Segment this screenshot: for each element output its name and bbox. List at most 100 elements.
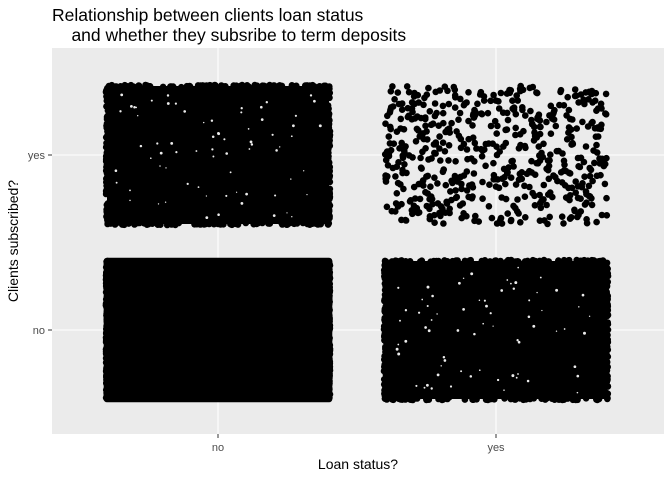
data-point	[500, 338, 508, 346]
data-point	[588, 201, 596, 209]
data-point	[325, 113, 332, 120]
data-point	[129, 125, 136, 132]
group-x-yes-y-yes	[381, 82, 611, 228]
data-point	[530, 391, 538, 399]
data-point	[510, 104, 518, 111]
data-point	[104, 112, 111, 120]
data-gap	[217, 132, 220, 135]
data-point	[439, 285, 447, 293]
data-point	[309, 220, 316, 227]
data-point	[585, 192, 593, 200]
data-point	[559, 308, 567, 316]
data-point	[382, 384, 390, 391]
data-gap	[259, 105, 263, 109]
data-point	[433, 109, 440, 117]
data-point	[425, 84, 432, 92]
data-point	[603, 344, 610, 351]
data-point	[472, 325, 480, 333]
data-point	[468, 181, 476, 188]
data-point	[388, 258, 396, 265]
data-point	[412, 138, 420, 145]
data-point	[473, 145, 480, 152]
data-point	[102, 367, 110, 375]
data-gap	[462, 308, 465, 311]
data-point	[451, 172, 459, 180]
data-point	[463, 99, 470, 106]
data-point	[582, 395, 590, 402]
data-point	[486, 258, 494, 265]
data-point	[324, 220, 332, 228]
data-gap	[265, 101, 268, 104]
data-point	[392, 173, 399, 180]
data-point	[445, 142, 453, 149]
data-point	[391, 96, 398, 103]
data-point	[401, 315, 409, 322]
data-point	[566, 170, 574, 177]
data-point	[326, 345, 334, 353]
data-point	[299, 219, 307, 227]
data-point	[241, 85, 248, 92]
data-point	[387, 125, 395, 133]
data-point	[531, 328, 539, 335]
data-gap	[415, 384, 418, 387]
data-point	[394, 260, 402, 267]
data-gap	[195, 150, 198, 152]
data-point	[455, 362, 463, 370]
data-point	[465, 117, 472, 125]
data-point	[550, 172, 557, 179]
data-point	[585, 182, 593, 190]
data-point	[454, 178, 461, 185]
data-point	[380, 376, 388, 383]
data-point	[534, 370, 541, 378]
data-point	[398, 106, 406, 113]
data-point	[150, 144, 157, 151]
data-point	[480, 359, 487, 367]
data-point	[604, 319, 611, 326]
data-point	[280, 192, 287, 200]
data-gap	[175, 151, 178, 154]
data-point	[549, 110, 557, 118]
data-point	[225, 136, 233, 143]
data-point	[419, 130, 427, 137]
data-point	[102, 272, 110, 279]
data-point	[439, 109, 447, 117]
data-point	[524, 308, 532, 316]
data-point	[544, 157, 552, 164]
data-point	[526, 183, 533, 191]
data-point	[303, 146, 311, 153]
data-gap	[159, 151, 163, 155]
data-point	[243, 136, 251, 144]
data-point	[508, 158, 515, 165]
data-point	[513, 92, 520, 99]
data-point	[595, 395, 603, 403]
data-gap	[430, 387, 433, 390]
data-point	[417, 164, 425, 171]
data-gap	[478, 369, 481, 372]
data-gap	[527, 315, 531, 319]
data-point	[507, 174, 515, 181]
data-point	[388, 329, 396, 337]
data-gap	[225, 194, 228, 197]
data-point	[553, 279, 561, 287]
data-point	[260, 121, 268, 129]
data-point	[502, 260, 510, 267]
data-gap	[489, 312, 492, 315]
data-point	[287, 207, 294, 215]
data-point	[538, 149, 545, 157]
data-point	[398, 216, 405, 224]
data-gap	[186, 182, 189, 186]
data-point	[286, 98, 293, 106]
data-point	[203, 205, 210, 212]
data-point	[439, 205, 446, 212]
data-point	[428, 283, 436, 291]
data-point	[310, 123, 318, 130]
data-point	[137, 181, 144, 189]
data-point	[474, 100, 481, 108]
data-gap	[275, 149, 278, 152]
data-point	[265, 220, 272, 227]
data-point	[603, 212, 611, 219]
data-gap	[458, 281, 461, 285]
data-point	[448, 376, 455, 383]
data-point	[544, 258, 552, 265]
data-point	[417, 154, 424, 162]
